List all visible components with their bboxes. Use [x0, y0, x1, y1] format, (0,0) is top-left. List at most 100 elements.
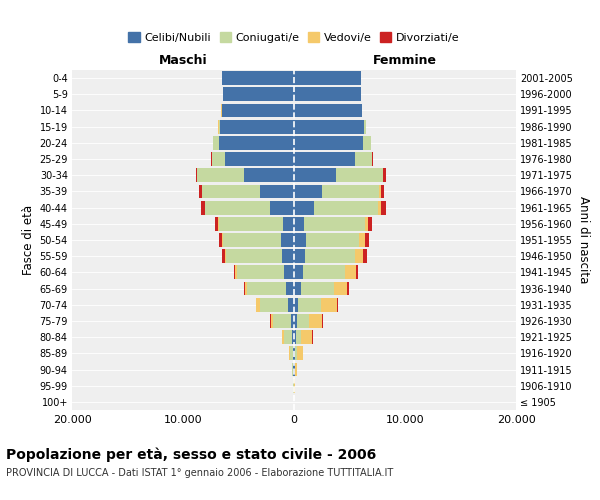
Bar: [220, 120, 294, 134]
Bar: [222, 71, 294, 85]
Bar: [355, 250, 363, 263]
Bar: [224, 250, 226, 263]
Text: Maschi: Maschi: [158, 54, 208, 68]
Bar: [292, 362, 293, 376]
Bar: [314, 200, 379, 214]
Bar: [294, 330, 296, 344]
Bar: [199, 184, 202, 198]
Bar: [212, 152, 225, 166]
Bar: [294, 88, 361, 101]
Bar: [322, 184, 379, 198]
Bar: [309, 314, 322, 328]
Bar: [290, 346, 293, 360]
Bar: [293, 362, 294, 376]
Bar: [283, 217, 294, 230]
Bar: [365, 233, 370, 247]
Bar: [219, 233, 222, 247]
Bar: [363, 250, 367, 263]
Bar: [222, 233, 223, 247]
Bar: [238, 266, 284, 280]
Bar: [295, 362, 298, 376]
Y-axis label: Fasce di età: Fasce di età: [22, 205, 35, 275]
Bar: [244, 282, 245, 296]
Bar: [222, 104, 294, 118]
Bar: [301, 282, 334, 296]
Bar: [359, 233, 365, 247]
Text: Femmine: Femmine: [373, 54, 437, 68]
Bar: [294, 217, 304, 230]
Bar: [304, 217, 365, 230]
Bar: [235, 266, 238, 280]
Bar: [282, 250, 294, 263]
Bar: [355, 152, 372, 166]
Bar: [294, 136, 363, 149]
Bar: [292, 330, 294, 344]
Bar: [294, 104, 362, 118]
Bar: [356, 266, 358, 280]
Bar: [289, 298, 294, 312]
Bar: [297, 314, 309, 328]
Bar: [245, 282, 247, 296]
Bar: [223, 233, 281, 247]
Bar: [260, 184, 294, 198]
Bar: [282, 330, 284, 344]
Bar: [218, 120, 220, 134]
Bar: [294, 120, 364, 134]
Bar: [364, 120, 366, 134]
Bar: [334, 282, 347, 296]
Bar: [379, 184, 380, 198]
Bar: [218, 136, 294, 149]
Bar: [336, 168, 383, 182]
Bar: [202, 184, 260, 198]
Bar: [365, 217, 368, 230]
Bar: [293, 346, 294, 360]
Bar: [256, 298, 260, 312]
Y-axis label: Anni di nascita: Anni di nascita: [577, 196, 590, 284]
Bar: [247, 282, 286, 296]
Bar: [294, 71, 361, 85]
Bar: [294, 168, 336, 182]
Bar: [383, 168, 386, 182]
Bar: [215, 217, 218, 230]
Bar: [294, 250, 305, 263]
Bar: [205, 200, 269, 214]
Bar: [297, 346, 302, 360]
Bar: [380, 200, 386, 214]
Bar: [269, 200, 294, 214]
Text: Popolazione per età, sesso e stato civile - 2006: Popolazione per età, sesso e stato civil…: [6, 448, 376, 462]
Bar: [368, 217, 372, 230]
Bar: [286, 282, 294, 296]
Bar: [284, 330, 292, 344]
Bar: [225, 152, 294, 166]
Bar: [218, 217, 283, 230]
Bar: [301, 330, 313, 344]
Bar: [289, 346, 290, 360]
Bar: [305, 250, 355, 263]
Bar: [244, 168, 294, 182]
Bar: [213, 136, 218, 149]
Bar: [294, 152, 355, 166]
Bar: [294, 184, 322, 198]
Bar: [202, 200, 205, 214]
Bar: [294, 346, 295, 360]
Bar: [303, 266, 345, 280]
Bar: [296, 330, 301, 344]
Bar: [234, 266, 235, 280]
Bar: [223, 250, 224, 263]
Bar: [223, 88, 294, 101]
Bar: [294, 314, 297, 328]
Bar: [281, 233, 294, 247]
Bar: [345, 266, 356, 280]
Bar: [298, 298, 320, 312]
Bar: [379, 200, 380, 214]
Bar: [294, 233, 306, 247]
Bar: [294, 282, 301, 296]
Bar: [294, 200, 314, 214]
Bar: [347, 282, 349, 296]
Bar: [197, 168, 244, 182]
Bar: [273, 314, 290, 328]
Bar: [337, 298, 338, 312]
Bar: [294, 266, 303, 280]
Bar: [196, 168, 197, 182]
Bar: [284, 266, 294, 280]
